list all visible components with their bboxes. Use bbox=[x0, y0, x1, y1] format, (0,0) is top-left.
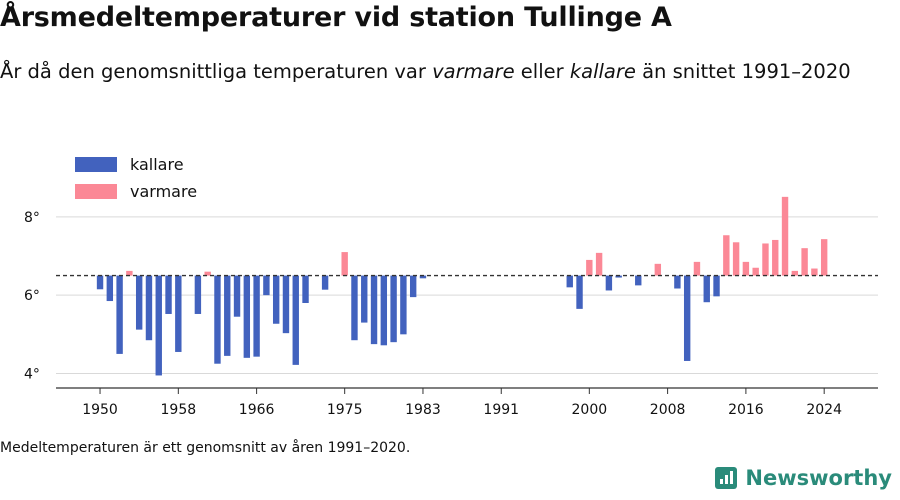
bar bbox=[674, 275, 681, 289]
subtitle-text-3: än snittet 1991–2020 bbox=[635, 60, 851, 83]
legend-swatch-warm bbox=[75, 184, 117, 199]
bar bbox=[595, 252, 603, 276]
bar bbox=[224, 275, 231, 356]
bar bbox=[145, 275, 153, 341]
bar bbox=[409, 275, 417, 298]
bar bbox=[165, 275, 172, 314]
x-tick-label: 1966 bbox=[239, 402, 275, 418]
x-tick-label: 1991 bbox=[483, 402, 519, 418]
bar bbox=[742, 261, 750, 276]
x-tick-label: 1975 bbox=[327, 402, 363, 418]
bar bbox=[713, 275, 720, 297]
bar bbox=[654, 263, 662, 276]
bar bbox=[96, 275, 104, 290]
bar-chart: 4° 6° 8° 1950 1958 1966 1975 1983 1991 2000 2008 20… bbox=[24, 196, 878, 418]
bar bbox=[752, 267, 759, 276]
bar bbox=[732, 242, 740, 276]
bar bbox=[635, 275, 642, 286]
y-tick-label: 4° bbox=[24, 367, 40, 383]
x-tick-label: 1950 bbox=[82, 402, 118, 418]
legend-item-warm: varmare bbox=[75, 182, 197, 201]
x-tick-label: 2016 bbox=[728, 402, 764, 418]
subtitle-cold-word: kallare bbox=[569, 60, 636, 83]
bar bbox=[576, 275, 583, 309]
bar bbox=[791, 270, 799, 276]
bar bbox=[419, 275, 427, 279]
bar bbox=[820, 239, 828, 276]
bar bbox=[214, 275, 221, 364]
bar bbox=[155, 275, 162, 376]
bar bbox=[272, 275, 280, 324]
subtitle-warm-word: varmare bbox=[432, 60, 515, 83]
bar bbox=[282, 275, 290, 334]
bar bbox=[693, 261, 701, 276]
brand-logo: Newsworthy bbox=[715, 466, 892, 490]
bar bbox=[380, 275, 388, 346]
bar bbox=[253, 275, 260, 357]
x-tick-label: 2024 bbox=[806, 402, 842, 418]
bar bbox=[204, 271, 211, 276]
bar bbox=[615, 275, 622, 278]
brand-name: Newsworthy bbox=[745, 466, 892, 490]
bar bbox=[566, 275, 573, 288]
footnote: Medeltemperaturen är ett genomsnitt av å… bbox=[0, 440, 411, 456]
bar bbox=[321, 275, 329, 290]
bar bbox=[194, 275, 202, 314]
bar bbox=[781, 196, 789, 276]
subtitle-text-1: År då den genomsnittliga temperaturen va… bbox=[0, 60, 433, 83]
bar bbox=[126, 270, 133, 276]
bar bbox=[361, 275, 368, 323]
bar bbox=[390, 275, 397, 343]
bar bbox=[772, 239, 779, 276]
bar bbox=[351, 275, 358, 341]
bar bbox=[263, 275, 270, 296]
chart-title: Årsmedeltemperaturer vid station Tulling… bbox=[0, 2, 672, 33]
subtitle-text-2: eller bbox=[514, 60, 570, 83]
bar bbox=[400, 275, 407, 335]
bar bbox=[723, 235, 730, 276]
legend-swatch-cold bbox=[75, 157, 117, 172]
bar bbox=[292, 275, 299, 365]
bar bbox=[762, 243, 769, 276]
bar bbox=[116, 275, 123, 354]
bar bbox=[135, 275, 143, 330]
bar bbox=[341, 252, 348, 276]
bar bbox=[801, 248, 808, 276]
y-tick-label: 8° bbox=[24, 210, 40, 226]
bar bbox=[703, 275, 710, 303]
x-tick-label: 2000 bbox=[572, 402, 608, 418]
bar bbox=[302, 275, 309, 303]
bar bbox=[233, 275, 241, 317]
bar bbox=[106, 275, 114, 302]
bar bbox=[243, 275, 251, 358]
bar bbox=[683, 275, 691, 361]
bar bbox=[811, 268, 818, 276]
x-tick-label: 1958 bbox=[161, 402, 197, 418]
chart-subtitle: År då den genomsnittliga temperaturen va… bbox=[0, 56, 860, 88]
x-tick-label: 2008 bbox=[650, 402, 686, 418]
legend-item-cold: kallare bbox=[75, 155, 184, 174]
bar bbox=[370, 275, 378, 345]
y-tick-label: 6° bbox=[24, 288, 40, 304]
bar bbox=[586, 259, 593, 276]
bar bbox=[605, 275, 613, 291]
x-tick-label: 1983 bbox=[405, 402, 441, 418]
legend-label-warm: varmare bbox=[130, 182, 198, 201]
bar bbox=[175, 275, 182, 352]
legend-label-cold: kallare bbox=[130, 155, 184, 174]
bar-chart-logo-icon bbox=[715, 467, 738, 489]
